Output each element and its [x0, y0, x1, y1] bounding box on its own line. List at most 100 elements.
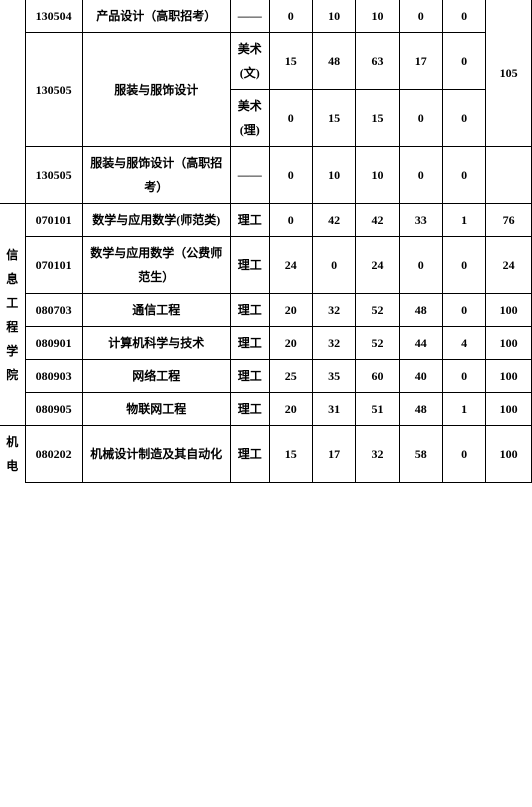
- num-cell: 20: [269, 327, 312, 360]
- num-cell: 32: [312, 294, 355, 327]
- num-cell: 63: [356, 33, 399, 90]
- num-cell: 0: [399, 237, 442, 294]
- table-row: 080903 网络工程 理工 25 35 60 40 0 100: [0, 360, 532, 393]
- num-cell: 48: [399, 294, 442, 327]
- num-cell: 17: [312, 426, 355, 483]
- num-cell: 10: [356, 147, 399, 204]
- num-cell: 25: [269, 360, 312, 393]
- num-cell: 0: [269, 147, 312, 204]
- dept-cell: 机电: [0, 426, 25, 483]
- num-cell: 32: [356, 426, 399, 483]
- num-cell: 32: [312, 327, 355, 360]
- num-cell: 0: [442, 360, 485, 393]
- num-cell: 48: [312, 33, 355, 90]
- total-cell: 100: [486, 327, 532, 360]
- code-cell: 080901: [25, 327, 82, 360]
- num-cell: 24: [356, 237, 399, 294]
- table-row: 130505 服装与服饰设计 美术(文) 15 48 63 17 0: [0, 33, 532, 90]
- code-cell: 080905: [25, 393, 82, 426]
- code-cell: 070101: [25, 237, 82, 294]
- num-cell: 0: [269, 90, 312, 147]
- num-cell: 0: [442, 147, 485, 204]
- type-cell: ——: [230, 147, 269, 204]
- code-cell: 070101: [25, 204, 82, 237]
- num-cell: 52: [356, 327, 399, 360]
- num-cell: 1: [442, 393, 485, 426]
- num-cell: 0: [269, 0, 312, 33]
- num-cell: 0: [442, 426, 485, 483]
- num-cell: 0: [399, 90, 442, 147]
- num-cell: 4: [442, 327, 485, 360]
- major-cell: 计算机科学与技术: [82, 327, 230, 360]
- type-cell: 理工: [230, 204, 269, 237]
- code-cell: 080202: [25, 426, 82, 483]
- num-cell: 48: [399, 393, 442, 426]
- num-cell: 0: [442, 0, 485, 33]
- type-cell: 理工: [230, 327, 269, 360]
- dept-cell: 信息工程学院: [0, 204, 25, 426]
- num-cell: 15: [269, 426, 312, 483]
- code-cell: 080703: [25, 294, 82, 327]
- type-cell: ——: [230, 0, 269, 33]
- dept-cell-blank: [0, 0, 25, 204]
- type-cell: 理工: [230, 237, 269, 294]
- major-cell: 物联网工程: [82, 393, 230, 426]
- num-cell: 0: [442, 294, 485, 327]
- num-cell: 20: [269, 393, 312, 426]
- num-cell: 31: [312, 393, 355, 426]
- table-row: 080703 通信工程 理工 20 32 52 48 0 100: [0, 294, 532, 327]
- code-cell: 080903: [25, 360, 82, 393]
- num-cell: 1: [442, 204, 485, 237]
- major-cell: 机械设计制造及其自动化: [82, 426, 230, 483]
- total-cell: 105: [486, 0, 532, 147]
- num-cell: 15: [312, 90, 355, 147]
- num-cell: 15: [356, 90, 399, 147]
- table-row: 信息工程学院 070101 数学与应用数学(师范类) 理工 0 42 42 33…: [0, 204, 532, 237]
- total-cell: 24: [486, 237, 532, 294]
- code-cell: 130505: [25, 33, 82, 147]
- num-cell: 0: [399, 0, 442, 33]
- num-cell: 51: [356, 393, 399, 426]
- num-cell: 0: [269, 204, 312, 237]
- major-cell: 产品设计（高职招考）: [82, 0, 230, 33]
- major-cell: 数学与应用数学（公费师范生）: [82, 237, 230, 294]
- table-row: 机电 080202 机械设计制造及其自动化 理工 15 17 32 58 0 1…: [0, 426, 532, 483]
- table-row: 130505 服装与服饰设计（高职招考） —— 0 10 10 0 0: [0, 147, 532, 204]
- num-cell: 60: [356, 360, 399, 393]
- code-cell: 130504: [25, 0, 82, 33]
- table-row: 080901 计算机科学与技术 理工 20 32 52 44 4 100: [0, 327, 532, 360]
- num-cell: 33: [399, 204, 442, 237]
- num-cell: 20: [269, 294, 312, 327]
- type-cell: 理工: [230, 426, 269, 483]
- num-cell: 10: [312, 0, 355, 33]
- num-cell: 17: [399, 33, 442, 90]
- total-cell: 100: [486, 360, 532, 393]
- num-cell: 35: [312, 360, 355, 393]
- total-cell: 100: [486, 393, 532, 426]
- num-cell: 58: [399, 426, 442, 483]
- num-cell: 0: [312, 237, 355, 294]
- major-cell: 服装与服饰设计（高职招考）: [82, 147, 230, 204]
- type-cell: 理工: [230, 393, 269, 426]
- num-cell: 0: [442, 33, 485, 90]
- num-cell: 42: [356, 204, 399, 237]
- num-cell: 0: [442, 237, 485, 294]
- total-cell: 100: [486, 426, 532, 483]
- num-cell: 0: [399, 147, 442, 204]
- table-row: 080905 物联网工程 理工 20 31 51 48 1 100: [0, 393, 532, 426]
- num-cell: 42: [312, 204, 355, 237]
- admissions-table: 130504 产品设计（高职招考） —— 0 10 10 0 0 105 130…: [0, 0, 532, 483]
- code-cell: 130505: [25, 147, 82, 204]
- major-cell: 服装与服饰设计: [82, 33, 230, 147]
- major-cell: 网络工程: [82, 360, 230, 393]
- num-cell: 0: [442, 90, 485, 147]
- num-cell: 24: [269, 237, 312, 294]
- major-cell: 数学与应用数学(师范类): [82, 204, 230, 237]
- table-row: 130504 产品设计（高职招考） —— 0 10 10 0 0 105: [0, 0, 532, 33]
- num-cell: 15: [269, 33, 312, 90]
- num-cell: 52: [356, 294, 399, 327]
- type-cell: 理工: [230, 360, 269, 393]
- major-cell: 通信工程: [82, 294, 230, 327]
- table-row: 070101 数学与应用数学（公费师范生） 理工 24 0 24 0 0 24: [0, 237, 532, 294]
- num-cell: 10: [356, 0, 399, 33]
